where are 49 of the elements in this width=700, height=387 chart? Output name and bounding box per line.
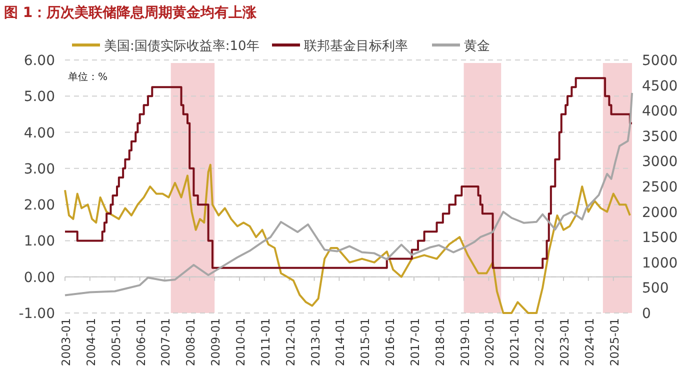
x-tick-label: 2019-01 [458, 318, 472, 366]
y2-tick-label: 1500 [642, 230, 678, 246]
x-tick-label: 2015-01 [358, 318, 372, 366]
y2-tick-label: 4000 [642, 104, 678, 120]
legend-label: 美国:国债实际收益率:10年 [104, 38, 260, 54]
x-tick-label: 2018-01 [432, 318, 447, 366]
x-tick-label: 2012-01 [283, 318, 298, 366]
y-tick-label: 5.00 [24, 89, 55, 106]
x-tick-label: 2014-01 [333, 318, 348, 366]
x-tick-label: 2020-01 [482, 318, 497, 366]
x-tick-label: 2025-01 [607, 318, 622, 366]
annotation: 单位：% [68, 71, 108, 83]
chart-title: 图 1：历次美联储降息周期黄金均有上涨 [4, 4, 258, 21]
x-tick-label: 2003-01 [59, 318, 73, 366]
x-tick-label: 2006-01 [134, 318, 148, 366]
y-tick-label: 3.00 [24, 161, 55, 178]
y2-tick-label: 3500 [642, 128, 678, 145]
y-tick-label: 1.00 [24, 234, 55, 250]
x-tick-label: 2013-01 [308, 318, 322, 366]
x-tick-label: 2004-01 [84, 318, 98, 366]
x-tick-label: 2011-01 [258, 318, 272, 366]
x-tick-label: 2009-01 [208, 318, 223, 366]
x-tick-label: 2024-01 [582, 318, 596, 366]
y-tick-label: 6.00 [24, 53, 55, 69]
y2-tick-label: 4500 [642, 78, 678, 94]
x-tick-label: 2023-01 [557, 318, 572, 366]
line-series [64, 92, 633, 296]
line-series [64, 164, 631, 314]
y-tick-label: 4.00 [24, 125, 55, 142]
x-tick-label: 2022-01 [532, 318, 547, 366]
x-tick-label: 2005-01 [108, 318, 123, 366]
y-tick-label: 0.00 [24, 270, 55, 286]
y2-tick-label: 3000 [642, 154, 678, 170]
x-tick-label: 2021-01 [508, 318, 522, 366]
x-tick-label: 2016-01 [383, 318, 397, 366]
legend-label: 黄金 [464, 39, 490, 54]
y2-tick-label: 1000 [642, 255, 678, 272]
x-tick-label: 2007-01 [158, 318, 173, 366]
x-tick-label: 2017-01 [408, 318, 422, 366]
y2-tick-label: 2000 [642, 204, 678, 221]
y2-tick-label: 500 [642, 280, 669, 297]
x-tick-label: 2010-01 [233, 318, 248, 366]
y-tick-label: -1.00 [18, 306, 55, 322]
x-tick-label: 2008-01 [184, 318, 198, 366]
y2-tick-label: 0 [642, 306, 651, 322]
y-tick-label: 2.00 [24, 198, 55, 214]
y2-tick-label: 2500 [642, 180, 678, 196]
y2-tick-label: 5000 [642, 53, 678, 69]
legend-label: 联邦基金目标利率 [304, 38, 408, 54]
